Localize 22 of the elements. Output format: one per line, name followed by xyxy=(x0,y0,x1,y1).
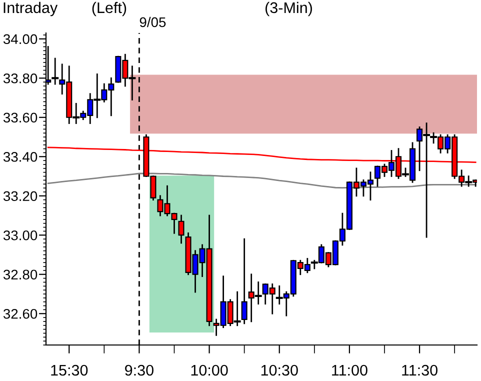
x-tick-label: 11:00 xyxy=(332,364,368,376)
line-series xyxy=(47,172,476,189)
x-tick-label: 9:30 xyxy=(125,364,154,376)
candlestick xyxy=(241,238,248,324)
y-tick-label: 32.60 xyxy=(3,308,38,319)
ref-line-label: 9/05 xyxy=(140,16,166,28)
text: (3-Min) xyxy=(266,2,312,16)
x-tick-label: 10:00 xyxy=(191,364,228,376)
x-tick-label: 10:30 xyxy=(261,364,298,376)
candlestick xyxy=(178,214,184,244)
y-tick-label: 33.00 xyxy=(3,230,38,240)
y-tick-label: 33.60 xyxy=(3,112,38,123)
x-tick-label: 15:30 xyxy=(51,364,88,376)
y-tick-label: 33.40 xyxy=(3,152,38,162)
y-tick-label: 33.80 xyxy=(3,73,38,84)
chart-title: Intraday xyxy=(4,2,58,16)
x-tick-label: 11:30 xyxy=(402,364,438,376)
y-tick-label: 32.80 xyxy=(3,270,38,280)
text: (Left) xyxy=(92,2,126,16)
y-tick-label: 34.00 xyxy=(3,34,38,44)
candlestick xyxy=(52,58,59,85)
y-tick-label: 33.20 xyxy=(3,191,38,202)
